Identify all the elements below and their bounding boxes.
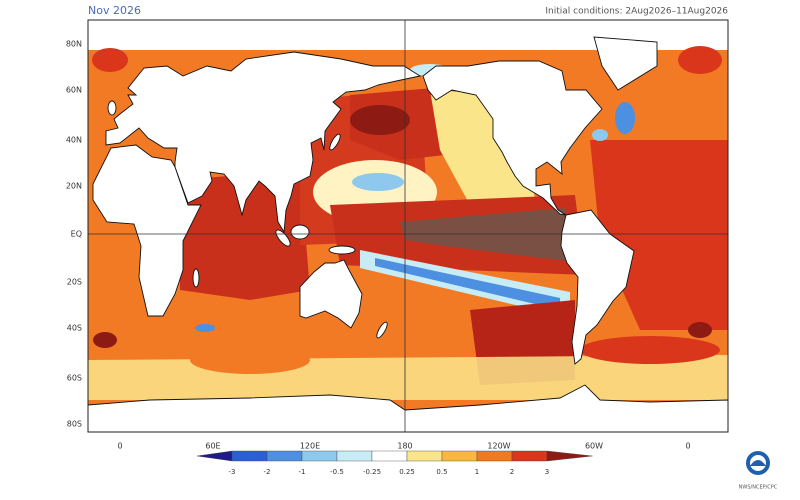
lat-label: 40S bbox=[67, 324, 82, 333]
lat-label: 40N bbox=[66, 136, 82, 145]
colorbar-label: -0.5 bbox=[330, 468, 344, 476]
colorbar-label: 3 bbox=[545, 468, 549, 476]
colorbar-swatch bbox=[546, 450, 593, 462]
lon-label: 120E bbox=[300, 442, 320, 451]
lat-label: 80N bbox=[66, 40, 82, 49]
colorbar-swatch bbox=[196, 450, 233, 462]
lat-label: 60N bbox=[66, 86, 82, 95]
noaa-logo: NWS/NCEP/CPC bbox=[739, 451, 778, 491]
colorbar-swatch bbox=[231, 450, 268, 462]
logo-text: NWS/NCEP/CPC bbox=[739, 485, 778, 491]
colorbar-swatch bbox=[476, 450, 513, 462]
colorbar-label: -1 bbox=[299, 468, 306, 476]
colorbar-swatch bbox=[336, 450, 373, 462]
colorbar-swatch bbox=[441, 450, 478, 462]
map-title: Nov 2026 bbox=[88, 4, 141, 17]
colorbar-swatch bbox=[266, 450, 303, 462]
lat-label: EQ bbox=[71, 230, 82, 239]
colorbar-label: -3 bbox=[229, 468, 236, 476]
lat-label: 60S bbox=[67, 374, 82, 383]
colorbar-label: 0.25 bbox=[399, 468, 415, 476]
lat-label: 20S bbox=[67, 278, 82, 287]
colorbar-label: -2 bbox=[264, 468, 271, 476]
map-frame bbox=[87, 19, 729, 433]
colorbar-swatch bbox=[371, 450, 408, 462]
colorbar-swatch bbox=[406, 450, 443, 462]
colorbar-swatch bbox=[511, 450, 548, 462]
map bbox=[88, 20, 728, 432]
land bbox=[88, 36, 728, 432]
lon-label: 0 bbox=[685, 442, 690, 451]
lon-label: 0 bbox=[117, 442, 122, 451]
lat-label: 20N bbox=[66, 182, 82, 191]
colorbar-label: -0.25 bbox=[363, 468, 381, 476]
colorbar-swatch bbox=[301, 450, 338, 462]
initial-conditions: Initial conditions: 2Aug2026–11Aug2026 bbox=[545, 7, 728, 17]
colorbar-label: 0.5 bbox=[436, 468, 447, 476]
lon-label: 120W bbox=[487, 442, 510, 451]
colorbar-label: 1 bbox=[475, 468, 479, 476]
lon-label: 180 bbox=[397, 442, 412, 451]
lat-label: 80S bbox=[67, 420, 82, 429]
colorbar-label: 2 bbox=[510, 468, 514, 476]
lon-label: 60W bbox=[585, 442, 603, 451]
lon-label: 60E bbox=[205, 442, 220, 451]
